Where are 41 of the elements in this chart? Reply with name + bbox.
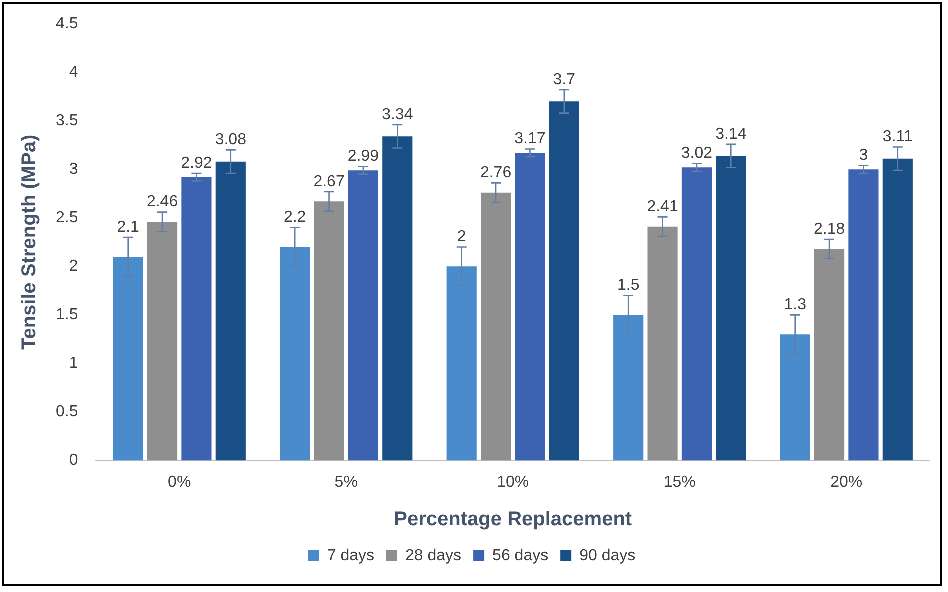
data-label: 2.99 [348,148,380,166]
data-label: 2.46 [146,194,178,211]
y-tick-label: 3 [69,161,78,178]
data-label: 3.34 [382,106,414,124]
data-label: 1.3 [784,296,807,314]
x-axis-title: Percentage Replacement [394,508,632,531]
y-tick-label: 0 [69,452,78,470]
data-label: 3.08 [215,132,247,149]
y-tick-label: 0.5 [56,404,78,421]
y-tick-label: 1.5 [56,306,78,324]
data-label: 3.14 [716,126,747,143]
y-tick-label: 3.5 [56,112,78,130]
data-label: 2.2 [284,209,306,226]
data-label: 3.7 [553,71,576,88]
x-tick-label: 10% [497,474,530,491]
data-label: 2.92 [181,154,212,172]
y-tick-label: 1 [69,355,78,372]
data-label: 2.41 [647,198,678,216]
data-label: 2.18 [814,220,846,238]
y-tick-label: 4.5 [56,15,78,32]
data-label: 2.1 [117,218,140,236]
legend-label: 56 days [492,547,549,564]
y-axis-title: Tensile Strength (MPa) [18,134,41,350]
data-label: 2.67 [314,173,345,190]
y-tick-label: 4 [69,64,78,81]
x-tick-label: 5% [334,474,358,491]
x-tick-label: 20% [830,474,863,491]
legend-label: 90 days [580,547,636,564]
data-label: 2 [457,228,466,246]
data-label: 3.17 [514,130,546,148]
x-tick-label: 0% [168,474,192,491]
data-label: 3 [859,147,868,164]
data-label: 2.76 [480,164,512,182]
legend-label: 28 days [406,547,462,564]
y-tick-label: 2 [69,258,78,276]
data-label: 3.11 [882,128,913,146]
y-tick-label: 2.5 [56,210,78,227]
data-label: 1.5 [617,277,640,294]
data-label: 3.02 [681,145,713,162]
x-tick-label: 15% [664,474,696,491]
legend-label: 7 days [327,547,375,564]
